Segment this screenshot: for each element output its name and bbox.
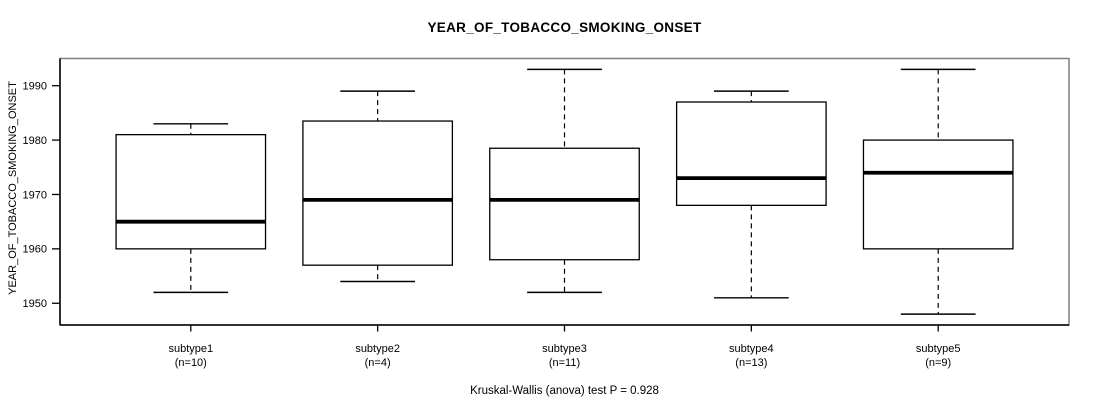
category-sublabel: (n=9) — [925, 357, 951, 369]
y-tick-label: 1990 — [23, 80, 47, 92]
box-iqr-rect — [675, 101, 827, 206]
box-iqr-rect — [115, 133, 267, 250]
y-tick-label: 1980 — [23, 135, 47, 147]
y-tick-label: 1960 — [23, 244, 47, 256]
category-sublabel: (n=11) — [549, 357, 580, 369]
box-iqr-rect — [489, 147, 640, 261]
chart-title: YEAR_OF_TOBACCO_SMOKING_ONSET — [427, 20, 702, 35]
box-iqr-rect — [302, 120, 454, 266]
category-label: subtype1 — [168, 343, 213, 355]
category-label: subtype3 — [542, 343, 587, 355]
y-tick-label: 1950 — [23, 298, 47, 310]
category-sublabel: (n=13) — [735, 357, 767, 369]
category-sublabel: (n=4) — [365, 357, 391, 369]
category-label: subtype2 — [355, 343, 400, 355]
category-label: subtype5 — [916, 343, 961, 355]
kruskal-wallis-annotation: Kruskal-Wallis (anova) test P = 0.928 — [470, 385, 659, 397]
box-iqr-rect — [862, 139, 1014, 250]
y-tick-label: 1970 — [23, 189, 47, 201]
category-label: subtype4 — [729, 343, 774, 355]
category-sublabel: (n=10) — [175, 357, 207, 369]
